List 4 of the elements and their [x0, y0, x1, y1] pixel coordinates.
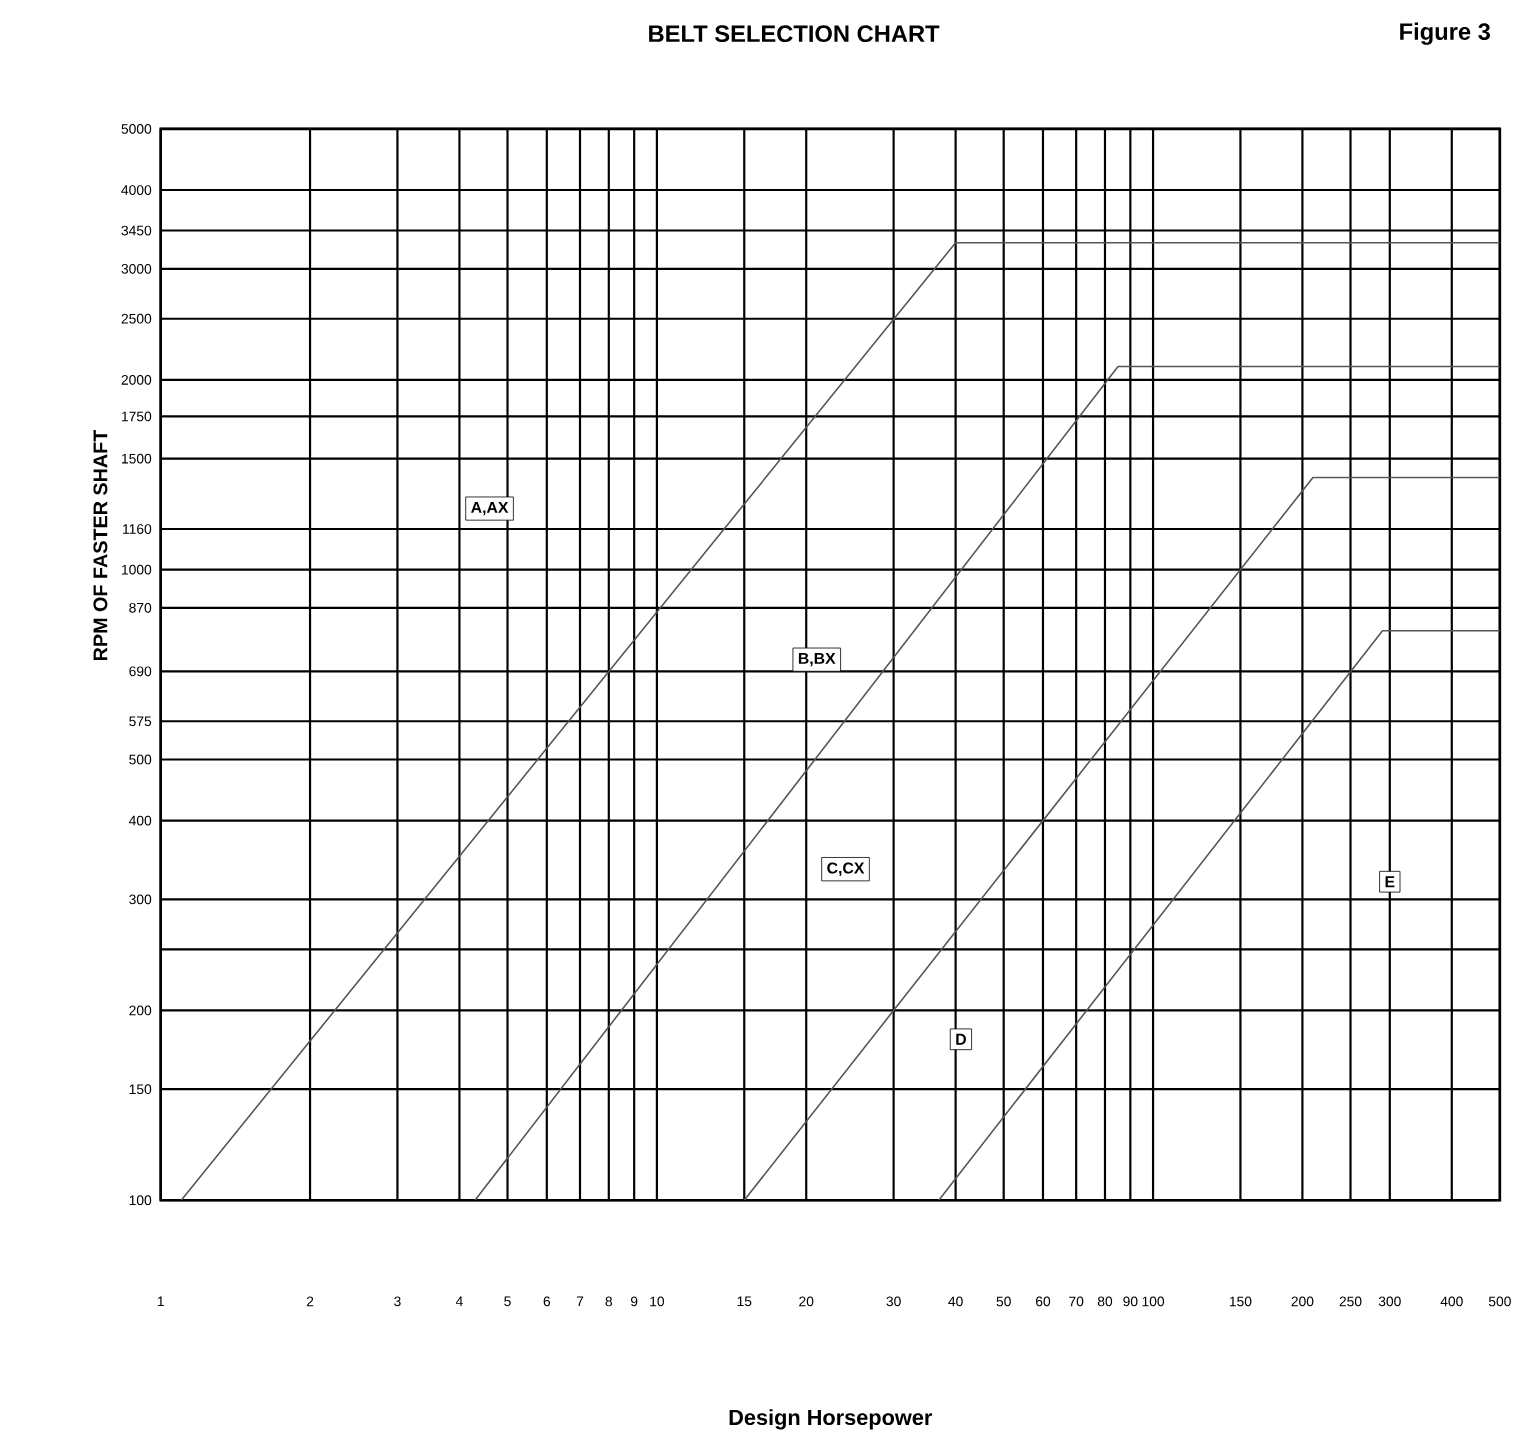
x-axis-title: Design Horsepower: [729, 1409, 933, 1430]
y-axis-title: RPM OF FASTER SHAFT: [93, 429, 108, 661]
caption: Figure 3: [1400, 22, 1491, 45]
chart-title: BELT SELECTION CHART: [649, 25, 940, 43]
